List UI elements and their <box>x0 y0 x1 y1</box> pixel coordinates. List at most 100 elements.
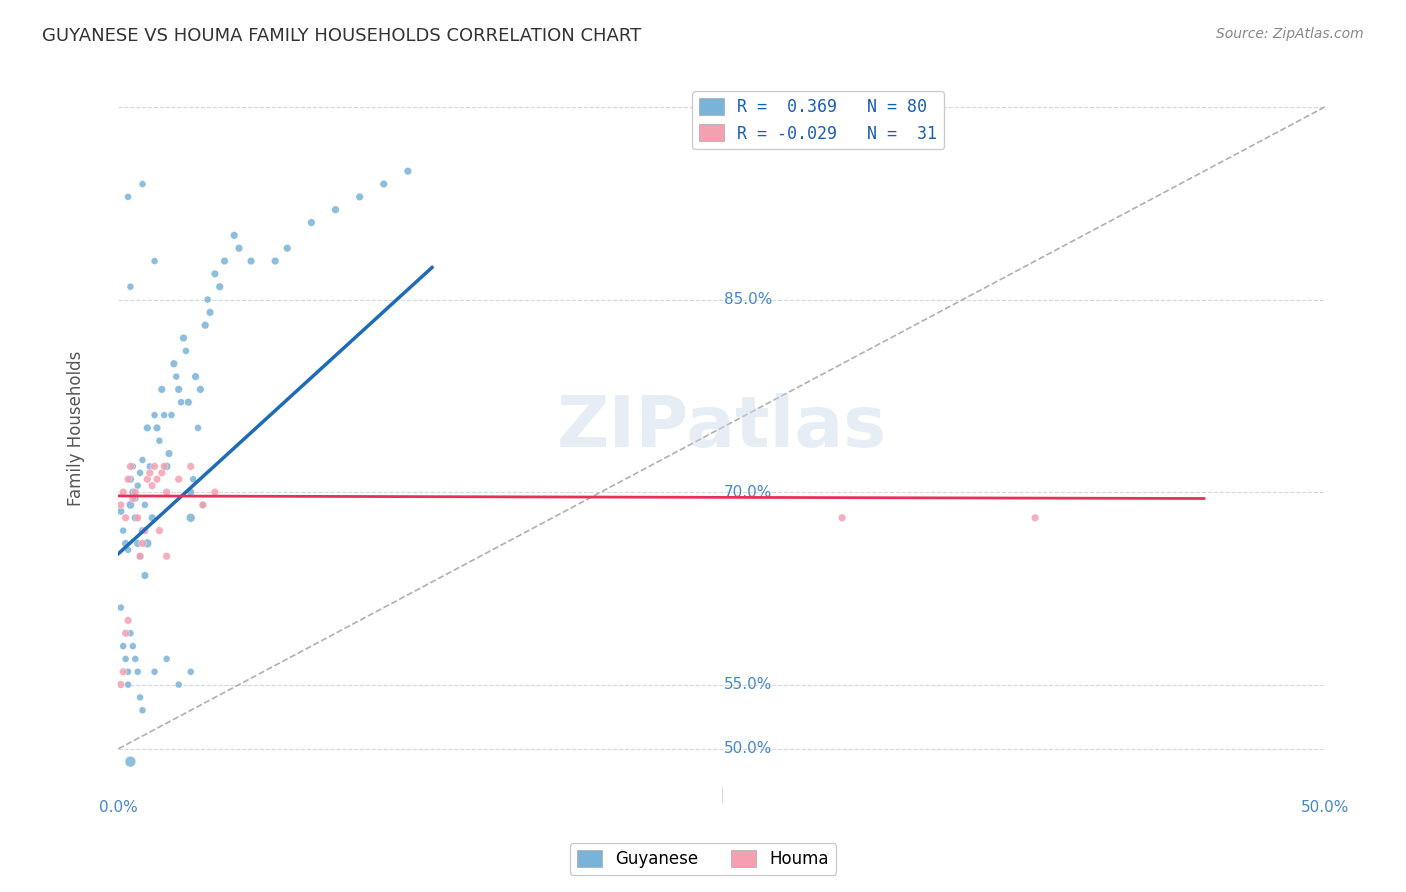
Point <box>163 357 186 371</box>
Point <box>156 652 179 666</box>
Point <box>117 665 139 679</box>
Point <box>124 485 146 500</box>
Point <box>120 459 142 474</box>
Point <box>139 459 162 474</box>
Text: 100.0%: 100.0% <box>724 100 782 114</box>
Point <box>129 549 152 564</box>
Legend: R =  0.369   N = 80, R = -0.029   N =  31: R = 0.369 N = 80, R = -0.029 N = 31 <box>692 91 943 149</box>
Point <box>121 485 143 500</box>
Point <box>141 510 163 524</box>
Point <box>136 421 159 435</box>
Point <box>139 466 162 480</box>
Point <box>148 434 170 448</box>
Point <box>180 459 202 474</box>
Point <box>110 678 132 692</box>
Point <box>131 177 153 191</box>
Point <box>264 254 287 268</box>
Point <box>146 472 169 486</box>
Point <box>214 254 236 268</box>
Point <box>129 549 152 564</box>
Point <box>114 536 136 550</box>
Point <box>190 383 212 397</box>
Point <box>120 498 142 512</box>
Point <box>156 459 179 474</box>
Point <box>150 466 173 480</box>
Point <box>191 498 214 512</box>
Point <box>170 395 193 409</box>
Point <box>131 524 153 538</box>
Point <box>121 491 143 506</box>
Point <box>157 446 180 460</box>
Point <box>180 665 202 679</box>
Point <box>127 478 149 492</box>
Text: Family Households: Family Households <box>67 351 86 506</box>
Point <box>373 177 395 191</box>
Point <box>325 202 347 217</box>
Point <box>153 408 176 422</box>
Point <box>153 459 176 474</box>
Point <box>146 421 169 435</box>
Point <box>117 190 139 204</box>
Point <box>224 228 246 243</box>
Point <box>117 678 139 692</box>
Point <box>143 254 166 268</box>
Point <box>143 665 166 679</box>
Point <box>204 485 226 500</box>
Point <box>110 600 132 615</box>
Point <box>174 343 197 358</box>
Point <box>117 542 139 557</box>
Point <box>124 510 146 524</box>
Point <box>198 305 221 319</box>
Point <box>181 472 204 486</box>
Point <box>114 652 136 666</box>
Point <box>299 215 322 229</box>
Point <box>167 678 190 692</box>
Point <box>121 459 143 474</box>
Point <box>117 472 139 486</box>
Point <box>276 241 298 255</box>
Point <box>131 536 153 550</box>
Point <box>191 498 214 512</box>
Point <box>156 485 179 500</box>
Point <box>197 293 219 307</box>
Point <box>127 665 149 679</box>
Point <box>120 755 142 769</box>
Point <box>143 459 166 474</box>
Point <box>194 318 217 333</box>
Text: 55.0%: 55.0% <box>724 677 772 692</box>
Point <box>177 395 200 409</box>
Point <box>112 639 135 653</box>
Legend: Guyanese, Houma: Guyanese, Houma <box>569 843 837 875</box>
Point <box>110 498 132 512</box>
Point <box>187 421 209 435</box>
Text: 0.0%: 0.0% <box>98 800 138 815</box>
Point <box>129 466 152 480</box>
Text: 70.0%: 70.0% <box>724 484 772 500</box>
Text: ZIPatlas: ZIPatlas <box>557 393 887 462</box>
Text: 85.0%: 85.0% <box>724 292 772 307</box>
Point <box>112 665 135 679</box>
Point <box>121 639 143 653</box>
Point <box>208 279 231 293</box>
Text: Source: ZipAtlas.com: Source: ZipAtlas.com <box>1216 27 1364 41</box>
Text: 50.0%: 50.0% <box>1301 800 1348 815</box>
Point <box>184 369 207 384</box>
Point <box>112 524 135 538</box>
Point <box>396 164 419 178</box>
Point <box>204 267 226 281</box>
Point <box>141 478 163 492</box>
Point <box>134 524 156 538</box>
Point <box>228 241 250 255</box>
Point <box>120 279 142 293</box>
Point <box>173 331 195 345</box>
Point <box>167 472 190 486</box>
Point <box>131 453 153 467</box>
Point <box>180 485 202 500</box>
Point <box>349 190 371 204</box>
Point <box>124 491 146 506</box>
Point <box>136 472 159 486</box>
Point <box>127 510 149 524</box>
Point <box>180 510 202 524</box>
Point <box>117 614 139 628</box>
Point <box>240 254 263 268</box>
